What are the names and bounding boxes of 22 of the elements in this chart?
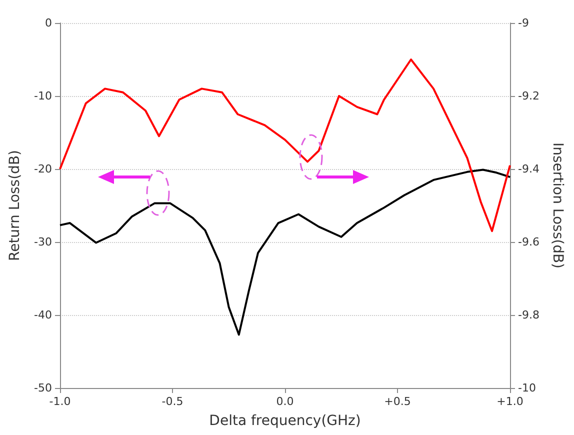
y-tick-label: -40 — [34, 308, 52, 322]
y2-tick-label: -9.4 — [518, 162, 540, 176]
y-tick-label: 0 — [45, 16, 52, 30]
y-tick-label: -20 — [34, 162, 52, 176]
x-tick-label: -1.0 — [49, 395, 71, 408]
y-tick-label: -50 — [34, 382, 52, 394]
x-tick-label: +1.0 — [496, 395, 524, 408]
y2-tick-label: -9.8 — [518, 308, 540, 322]
line-series — [59, 58, 511, 232]
y2-axis-title: Insertion Loss(dB) — [549, 142, 566, 269]
x-tick-label: +0.5 — [384, 395, 411, 408]
x-tick-label: -0.5 — [162, 395, 184, 408]
y2-tick-label: -9.6 — [518, 236, 540, 248]
line-series — [59, 168, 511, 336]
y-axis-title: Return Loss(dB) — [7, 150, 23, 262]
y2-tick-label: -10 — [518, 382, 536, 394]
y-tick-label: -10 — [34, 90, 52, 102]
y2-tick-label: -9 — [518, 16, 529, 30]
x-axis-title: Delta frequency(GHz) — [209, 413, 361, 429]
y-tick-label: -30 — [34, 236, 52, 248]
x-tick-label: 0.0 — [276, 395, 294, 408]
y2-tick-label: -9.2 — [518, 90, 540, 102]
